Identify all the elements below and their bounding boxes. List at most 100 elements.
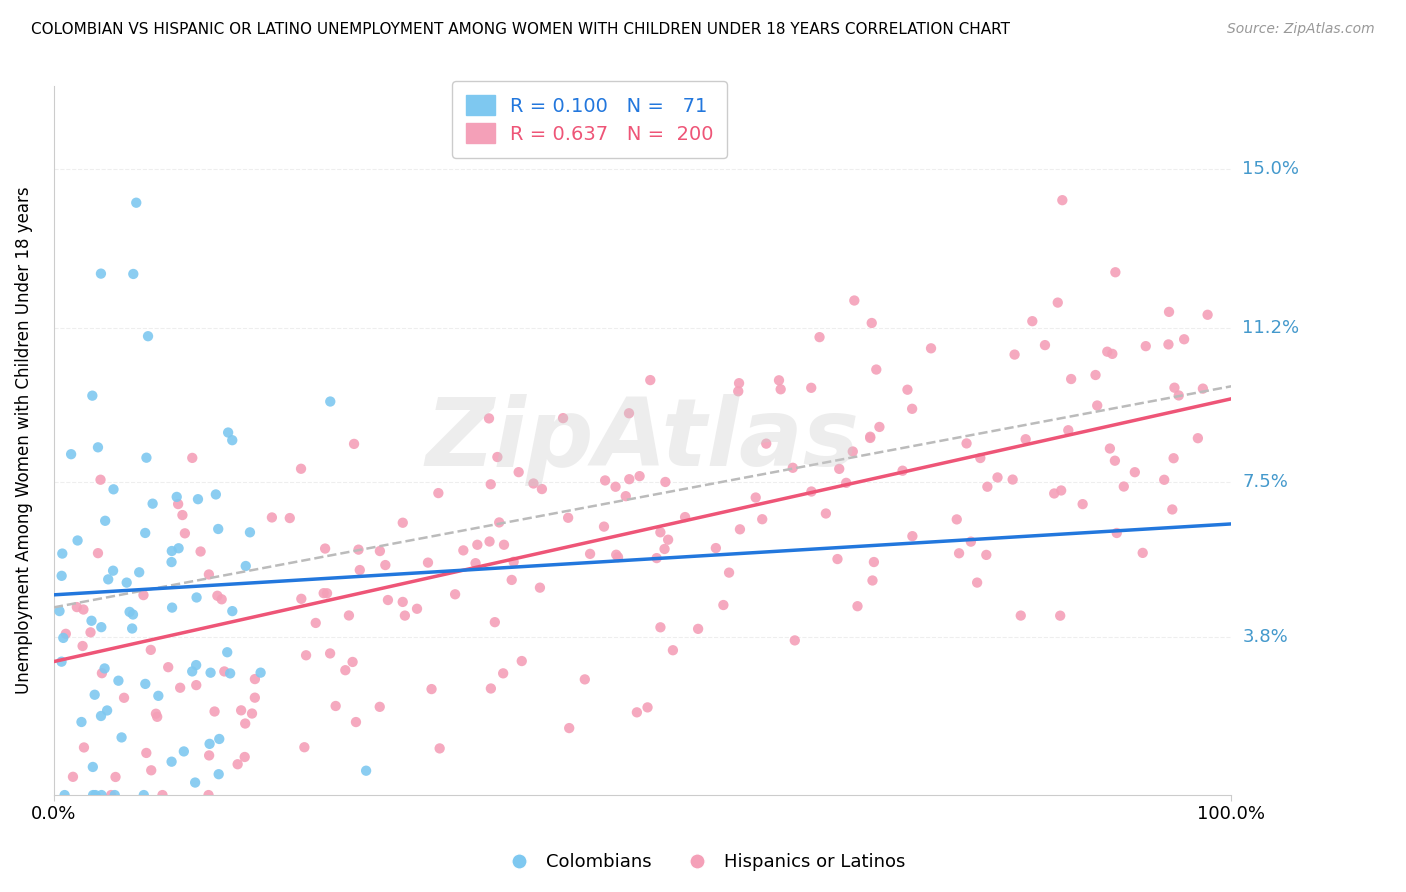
Text: ZipAtlas: ZipAtlas xyxy=(426,394,859,486)
Point xyxy=(104,770,127,784)
Point xyxy=(87,440,110,454)
Point xyxy=(72,602,94,616)
Point xyxy=(217,645,239,659)
Point xyxy=(325,698,347,713)
Point xyxy=(314,541,336,556)
Point xyxy=(134,677,156,691)
Point xyxy=(93,661,115,675)
Point xyxy=(122,267,145,281)
Point xyxy=(637,700,659,714)
Point xyxy=(579,547,602,561)
Point xyxy=(1104,453,1126,467)
Point xyxy=(1101,347,1123,361)
Point xyxy=(744,491,766,505)
Point xyxy=(60,447,83,461)
Point xyxy=(342,655,364,669)
Point xyxy=(160,555,183,569)
Point xyxy=(969,450,991,465)
Point xyxy=(217,425,239,440)
Point xyxy=(429,741,451,756)
Point xyxy=(128,566,150,580)
Point xyxy=(160,544,183,558)
Point xyxy=(82,389,104,403)
Point xyxy=(142,497,165,511)
Point xyxy=(53,788,76,802)
Point xyxy=(198,748,221,763)
Point xyxy=(704,541,727,555)
Point xyxy=(1135,339,1157,353)
Point xyxy=(337,608,360,623)
Point xyxy=(235,559,257,574)
Point xyxy=(122,607,145,622)
Point xyxy=(1014,432,1036,446)
Point xyxy=(319,647,342,661)
Point xyxy=(800,484,823,499)
Point xyxy=(94,514,117,528)
Point xyxy=(862,574,884,588)
Point xyxy=(141,764,163,778)
Y-axis label: Unemployment Among Women with Children Under 18 years: Unemployment Among Women with Children U… xyxy=(15,186,32,694)
Point xyxy=(842,444,865,458)
Point xyxy=(55,627,77,641)
Point xyxy=(508,465,530,479)
Point xyxy=(444,587,467,601)
Point xyxy=(233,716,256,731)
Point xyxy=(295,648,318,663)
Point xyxy=(221,433,243,447)
Point xyxy=(901,529,924,543)
Point xyxy=(391,595,413,609)
Point xyxy=(782,460,804,475)
Point xyxy=(260,510,283,524)
Point xyxy=(79,625,101,640)
Point xyxy=(768,373,790,387)
Point xyxy=(70,714,93,729)
Point xyxy=(654,475,676,489)
Point xyxy=(1050,483,1073,498)
Point xyxy=(529,581,551,595)
Point xyxy=(896,383,918,397)
Point xyxy=(139,643,162,657)
Point xyxy=(305,615,328,630)
Point xyxy=(83,688,105,702)
Point xyxy=(948,546,970,560)
Point xyxy=(243,672,266,686)
Text: 3.8%: 3.8% xyxy=(1243,628,1288,646)
Point xyxy=(1043,486,1066,500)
Point xyxy=(368,544,391,558)
Point xyxy=(1197,308,1219,322)
Point xyxy=(197,788,219,802)
Point xyxy=(522,476,544,491)
Point xyxy=(374,558,396,572)
Point xyxy=(827,552,849,566)
Point xyxy=(1157,305,1180,319)
Point xyxy=(657,533,679,547)
Point xyxy=(800,381,823,395)
Point xyxy=(607,550,630,565)
Point xyxy=(1132,546,1154,560)
Point xyxy=(198,567,221,582)
Point xyxy=(976,548,998,562)
Point xyxy=(249,665,271,680)
Point xyxy=(186,591,208,605)
Point xyxy=(479,681,502,696)
Point xyxy=(492,666,515,681)
Point xyxy=(891,464,914,478)
Point xyxy=(110,731,132,745)
Point xyxy=(650,620,672,634)
Point xyxy=(920,341,942,355)
Point xyxy=(688,622,710,636)
Point xyxy=(136,329,159,343)
Point xyxy=(207,589,229,603)
Point xyxy=(135,746,157,760)
Point xyxy=(87,546,110,560)
Point xyxy=(204,705,226,719)
Point xyxy=(1033,338,1056,352)
Text: 7.5%: 7.5% xyxy=(1243,473,1288,491)
Point xyxy=(290,591,312,606)
Point xyxy=(863,555,886,569)
Point xyxy=(135,450,157,465)
Point xyxy=(605,480,627,494)
Point xyxy=(167,541,190,556)
Point xyxy=(1192,382,1215,396)
Point xyxy=(319,394,342,409)
